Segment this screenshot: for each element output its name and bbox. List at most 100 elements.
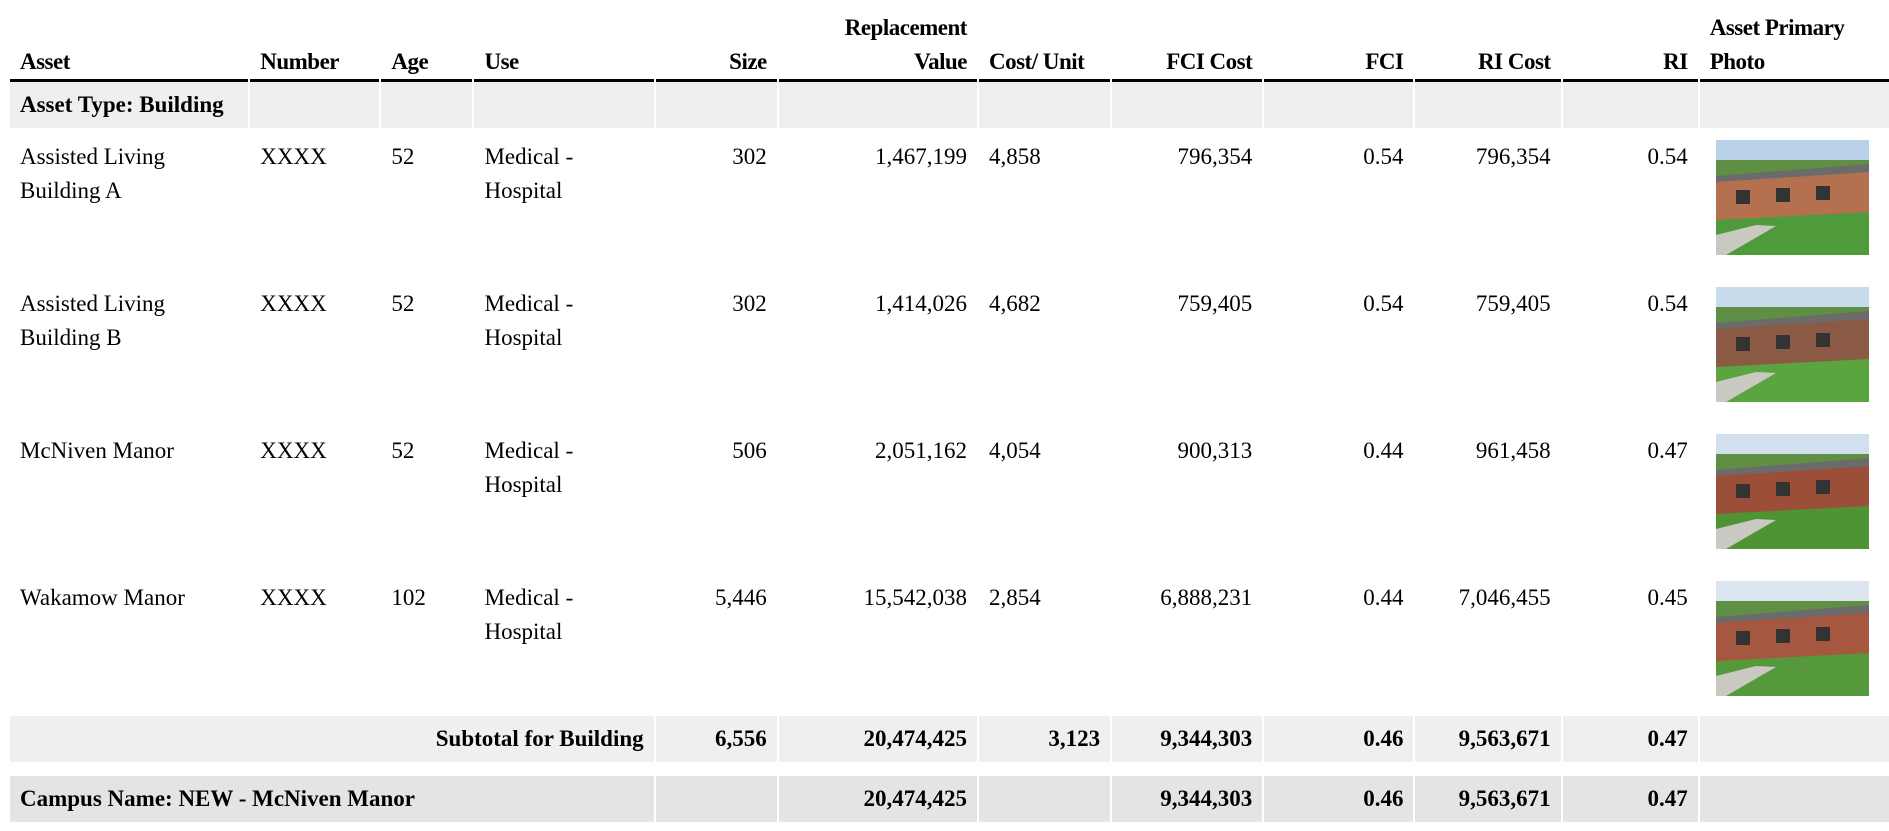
column-header: Number: [250, 0, 379, 82]
photo-cell: [1700, 275, 1889, 422]
summary-cell: 20,474,425: [779, 776, 977, 822]
column-header: FCI Cost: [1112, 0, 1262, 82]
summary-cell: 9,563,671: [1415, 716, 1560, 762]
summary-cell: 0.46: [1264, 776, 1413, 822]
column-header: Asset Primary Photo: [1700, 0, 1889, 82]
cell: XXXX: [250, 275, 379, 422]
cell: Medical - Hospital: [474, 128, 653, 275]
column-header: Replacement Value: [779, 0, 977, 82]
cell: 0.44: [1264, 422, 1413, 569]
cell: 0.47: [1563, 422, 1698, 569]
cell: 900,313: [1112, 422, 1262, 569]
summary-cell: 0.46: [1264, 716, 1413, 762]
cell: 0.44: [1264, 569, 1413, 716]
cell: Medical - Hospital: [474, 422, 653, 569]
cell: 302: [656, 128, 777, 275]
column-header: FCI: [1264, 0, 1413, 82]
cell: [1112, 82, 1262, 128]
cell: McNiven Manor: [10, 422, 248, 569]
cell: 5,446: [656, 569, 777, 716]
column-header: RI Cost: [1415, 0, 1560, 82]
asset-photo: [1716, 581, 1869, 696]
cell: [1700, 776, 1889, 822]
summary-cell: 9,344,303: [1112, 716, 1262, 762]
summary-cell: 9,344,303: [1112, 776, 1262, 822]
cell: 52: [381, 422, 472, 569]
cell: 52: [381, 275, 472, 422]
cell: 4,858: [979, 128, 1110, 275]
cell: 961,458: [1415, 422, 1560, 569]
cell: 0.54: [1264, 128, 1413, 275]
cell: 506: [656, 422, 777, 569]
summary-cell: 0.47: [1563, 716, 1698, 762]
cell: XXXX: [250, 128, 379, 275]
column-header: RI: [1563, 0, 1698, 82]
spacer: [10, 762, 1889, 776]
cell: Medical - Hospital: [474, 569, 653, 716]
cell: 2,051,162: [779, 422, 977, 569]
cell: 759,405: [1415, 275, 1560, 422]
cell: 1,414,026: [779, 275, 977, 422]
cell: [474, 82, 653, 128]
column-header: Age: [381, 0, 472, 82]
summary-cell: 6,556: [656, 716, 777, 762]
cell: 4,682: [979, 275, 1110, 422]
cell: 0.54: [1264, 275, 1413, 422]
cell: 1,467,199: [779, 128, 977, 275]
cell: 7,046,455: [1415, 569, 1560, 716]
cell: [10, 762, 1889, 776]
summary-cell: 9,563,671: [1415, 776, 1560, 822]
cell: XXXX: [250, 569, 379, 716]
column-header: Use: [474, 0, 653, 82]
cell: 6,888,231: [1112, 569, 1262, 716]
group-label: Asset Type: Building: [10, 82, 248, 128]
summary-cell: 3,123: [979, 716, 1110, 762]
cell: 759,405: [1112, 275, 1262, 422]
cell: [1563, 82, 1698, 128]
cell: 52: [381, 128, 472, 275]
cell: 0.54: [1563, 128, 1698, 275]
cell: [979, 82, 1110, 128]
summary-label: Subtotal for Building: [10, 716, 654, 762]
page: AssetNumberAgeUseSizeReplacement ValueCo…: [0, 0, 1889, 831]
cell: Wakamow Manor: [10, 569, 248, 716]
summary-cell: [979, 776, 1110, 822]
column-header: Size: [656, 0, 777, 82]
cell: [1415, 82, 1560, 128]
cell: [1700, 716, 1889, 762]
photo-cell: [1700, 128, 1889, 275]
photo-cell: [1700, 569, 1889, 716]
cell: Medical - Hospital: [474, 275, 653, 422]
cell: [1264, 82, 1413, 128]
cell: 0.45: [1563, 569, 1698, 716]
cell: XXXX: [250, 422, 379, 569]
asset-photo: [1716, 140, 1869, 255]
cell: Assisted Living Building A: [10, 128, 248, 275]
asset-photo: [1716, 434, 1869, 549]
group-row: Asset Type: Building: [10, 82, 1889, 128]
summary-label: Campus Name: NEW - McNiven Manor: [10, 776, 654, 822]
column-header: Cost/ Unit: [979, 0, 1110, 82]
cell: [1700, 82, 1889, 128]
cell: 15,542,038: [779, 569, 977, 716]
cell: 2,854: [979, 569, 1110, 716]
cell: 796,354: [1112, 128, 1262, 275]
photo-cell: [1700, 422, 1889, 569]
cell: [250, 82, 379, 128]
cell: 302: [656, 275, 777, 422]
asset-photo: [1716, 287, 1869, 402]
summary-cell: 20,474,425: [779, 716, 977, 762]
cell: Assisted Living Building B: [10, 275, 248, 422]
cell: [656, 82, 777, 128]
cell: [779, 82, 977, 128]
summary-cell: 0.47: [1563, 776, 1698, 822]
campus-row: Campus Name: NEW - McNiven Manor 20,474,4…: [10, 776, 1889, 822]
